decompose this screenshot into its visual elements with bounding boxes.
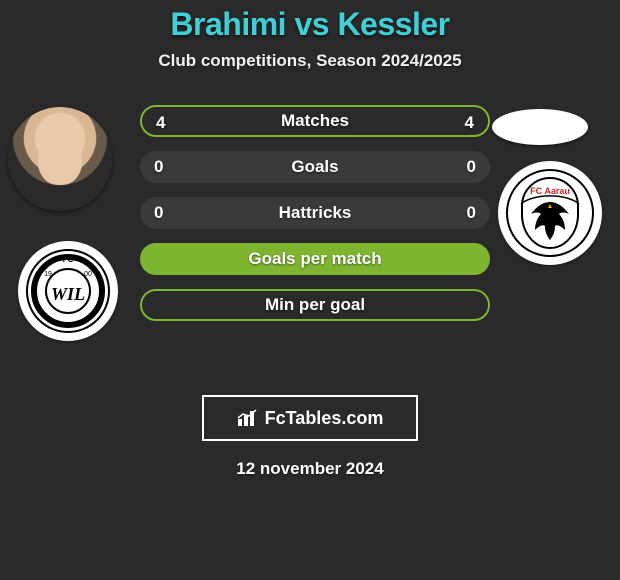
wil-crest-icon: FC WIL 19 00	[25, 248, 111, 334]
stat-row-goals: 0 Goals 0	[140, 151, 490, 183]
stat-right-value: 4	[465, 107, 474, 139]
stat-label: Goals per match	[248, 249, 381, 269]
club-crest-right: FC Aarau	[498, 161, 602, 265]
stat-row-hattricks: 0 Hattricks 0	[140, 197, 490, 229]
club-crest-left: FC WIL 19 00	[18, 241, 118, 341]
branding-text: FcTables.com	[265, 408, 384, 429]
stat-right-value: 0	[467, 197, 476, 229]
svg-text:19: 19	[44, 271, 52, 278]
svg-text:00: 00	[84, 271, 92, 278]
bar-chart-icon	[237, 409, 259, 427]
stat-label: Min per goal	[265, 295, 365, 315]
stat-label: Goals	[291, 157, 338, 177]
date-line: 12 november 2024	[0, 459, 620, 479]
content-area: FC WIL 19 00 FC Aarau 4 Matches 4 0 Goal…	[0, 93, 620, 393]
stat-row-matches: 4 Matches 4	[140, 105, 490, 137]
subtitle: Club competitions, Season 2024/2025	[0, 51, 620, 71]
branding-box: FcTables.com	[202, 395, 418, 441]
stat-right-value: 0	[467, 151, 476, 183]
stat-label: Matches	[281, 111, 349, 131]
stat-label: Hattricks	[279, 203, 352, 223]
stat-rows: 4 Matches 4 0 Goals 0 0 Hattricks 0 Goal…	[140, 105, 490, 335]
svg-text:FC Aarau: FC Aarau	[530, 186, 570, 196]
aarau-crest-icon: FC Aarau	[505, 168, 595, 258]
player-avatar-left	[8, 107, 112, 211]
stat-left-value: 4	[156, 107, 165, 139]
svg-text:FC: FC	[63, 255, 74, 264]
stat-left-value: 0	[154, 197, 163, 229]
stat-left-value: 0	[154, 151, 163, 183]
stat-row-goals-per-match: Goals per match	[140, 243, 490, 275]
svg-text:WIL: WIL	[51, 284, 85, 304]
stat-row-min-per-goal: Min per goal	[140, 289, 490, 321]
page-title: Brahimi vs Kessler	[0, 0, 620, 43]
player-avatar-right	[492, 109, 588, 145]
